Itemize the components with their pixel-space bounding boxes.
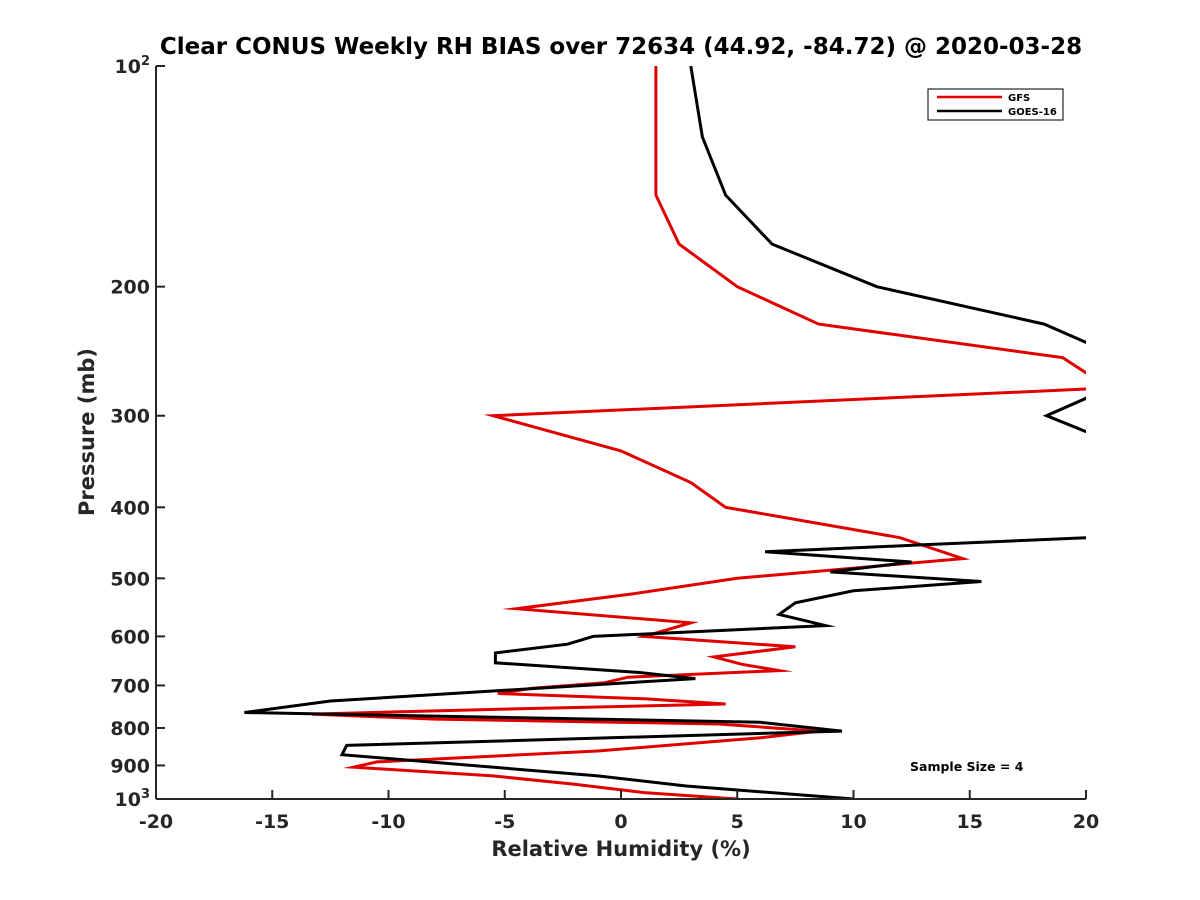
y-tick-label-base: 10 (115, 56, 141, 78)
y-tick-label: 600 (110, 626, 150, 648)
y-tick-label-base: 900 (110, 755, 150, 777)
x-tick-label: -10 (371, 811, 405, 833)
y-tick-label: 800 (110, 718, 150, 740)
series-line-goes16 (244, 66, 1086, 799)
y-tick-label-base: 10 (115, 789, 141, 811)
x-tick-label: -20 (139, 811, 173, 833)
chart-title: Clear CONUS Weekly RH BIAS over 72634 (4… (160, 34, 1082, 60)
x-tick-label: 0 (614, 811, 627, 833)
y-tick-label: 700 (110, 675, 150, 697)
y-tick-label-base: 400 (110, 497, 150, 519)
series-line-gfs (311, 66, 1086, 799)
x-tick-label: -5 (494, 811, 515, 833)
plot-area (156, 66, 1086, 799)
y-tick-label: 900 (110, 755, 150, 777)
x-tick-label: 5 (731, 811, 744, 833)
y-tick-label: 102 (115, 54, 151, 78)
y-tick-label: 400 (110, 497, 150, 519)
y-tick-label-exponent: 2 (141, 54, 150, 69)
y-tick-label-base: 700 (110, 675, 150, 697)
y-tick-label: 103 (115, 787, 151, 811)
y-axis-label: Pressure (mb) (75, 348, 99, 516)
legend-box (927, 88, 1064, 121)
y-tick-label-base: 600 (110, 626, 150, 648)
y-tick-label: 200 (110, 277, 150, 299)
y-tick-label: 500 (110, 568, 150, 590)
legend-label-goes16: GOES-16 (1008, 107, 1057, 118)
x-axis-label: Relative Humidity (%) (491, 837, 750, 861)
x-tick-label: 10 (840, 811, 866, 833)
y-tick-label-base: 300 (110, 406, 150, 428)
x-tick-label: 15 (957, 811, 983, 833)
x-ticks: -20 -15 -10 -5 0 5 10 15 20 (139, 790, 1099, 833)
y-tick-label-base: 800 (110, 718, 150, 740)
y-tick-label: 300 (110, 406, 150, 428)
y-tick-label-base: 500 (110, 568, 150, 590)
y-tick-label-base: 200 (110, 277, 150, 299)
sample-size-annotation: Sample Size = 4 (910, 759, 1024, 774)
x-tick-label: 20 (1073, 811, 1099, 833)
legend: GFS GOES-16 (927, 88, 1064, 121)
legend-label-gfs: GFS (1008, 93, 1030, 104)
x-tick-label: -15 (255, 811, 289, 833)
series-layer (244, 66, 1086, 799)
y-tick-label-exponent: 3 (141, 787, 150, 802)
